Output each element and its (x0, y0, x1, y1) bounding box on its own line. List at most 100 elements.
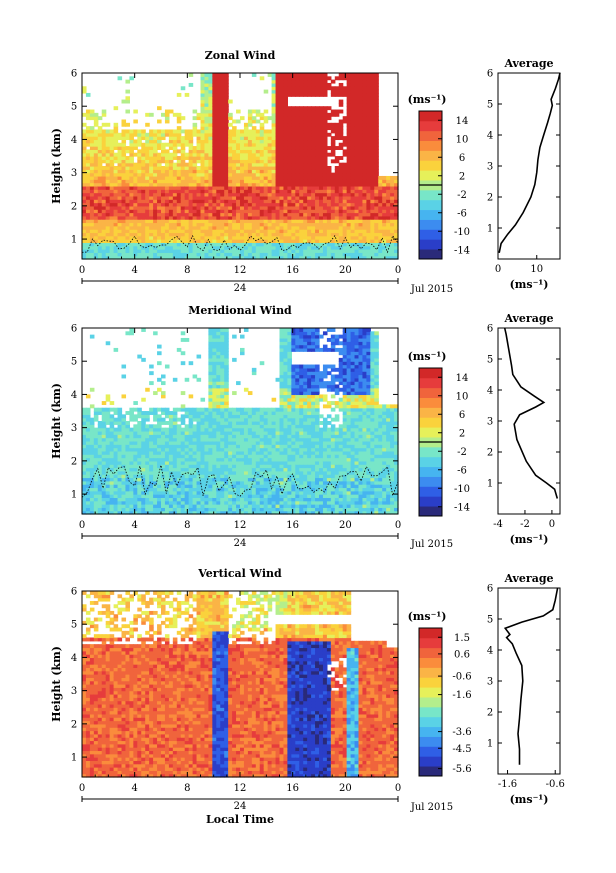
heatmap-cell (319, 79, 324, 84)
heatmap-cell (82, 149, 87, 154)
heatmap-cell (125, 232, 130, 237)
heatmap-cell (382, 249, 387, 253)
heatmap-cell (109, 156, 115, 160)
heatmap-cell (129, 249, 134, 253)
heatmap-cell (149, 487, 154, 492)
heatmap-cell (149, 159, 154, 164)
heatmap-cell (216, 255, 221, 260)
heatmap-cell (319, 92, 324, 97)
heatmap-cell (208, 159, 213, 164)
heatmap-cell (216, 76, 221, 81)
heatmap-cell (85, 175, 91, 180)
heatmap-cell (149, 235, 154, 240)
heatmap-cell (283, 159, 288, 164)
heatmap-cell (370, 219, 375, 224)
heatmap-cell (311, 79, 316, 84)
heatmap-cell (220, 122, 225, 127)
heatmap-cell (153, 142, 158, 147)
heatmap-cell (141, 189, 146, 194)
heatmap-cell (350, 235, 356, 240)
heatmap-cell (247, 119, 253, 124)
heatmap-cell (137, 205, 142, 210)
heatmap-cell (243, 249, 249, 253)
heatmap-cell (346, 189, 352, 194)
heatmap-cell (93, 474, 99, 479)
heatmap-cell (157, 414, 162, 419)
heatmap-cell (208, 179, 213, 184)
heatmap-cell (212, 404, 217, 409)
heatmap-cell (382, 239, 387, 243)
heatmap-cell (303, 142, 308, 147)
heatmap-cell (275, 212, 281, 217)
heatmap-cell (212, 195, 217, 200)
heatmap-cell (164, 364, 170, 369)
heatmap-cell (338, 142, 344, 147)
heatmap-cell (366, 199, 371, 204)
heatmap-cell (307, 182, 312, 187)
heatmap-cell (319, 179, 324, 184)
heatmap-cell (220, 156, 225, 160)
heatmap-cell (97, 407, 103, 412)
heatmap-cell (121, 440, 127, 445)
heatmap-cell (153, 249, 158, 253)
heatmap-cell (228, 149, 233, 154)
heatmap-cell (236, 166, 241, 170)
heatmap-cell (97, 510, 103, 515)
heatmap-cell (97, 470, 103, 475)
heatmap-cell (228, 195, 233, 200)
heatmap-cell (196, 189, 202, 194)
heatmap-cell (271, 112, 277, 117)
heatmap-cell (212, 129, 217, 134)
heatmap-cell (303, 136, 308, 141)
heatmap-cell (168, 152, 174, 157)
heatmap-cell (200, 102, 206, 107)
heatmap-cell (161, 129, 166, 134)
heatmap-cell (232, 166, 237, 170)
heatmap-cell (287, 169, 292, 174)
heatmap-cell (299, 122, 304, 127)
heatmap-cell (188, 169, 194, 174)
heatmap-cell (322, 212, 328, 217)
heatmap-cell (220, 351, 225, 356)
heatmap-cell (212, 89, 217, 94)
heatmap-cell (204, 242, 209, 247)
heatmap-cell (133, 500, 138, 505)
heatmap-cell (350, 245, 356, 250)
heatmap-cell (228, 242, 233, 247)
heatmap-cell (125, 219, 130, 224)
heatmap-cell (315, 73, 320, 77)
heatmap-cell (255, 149, 261, 154)
heatmap-cell (287, 109, 292, 114)
heatmap-cell (279, 166, 285, 170)
heatmap-cell (133, 142, 138, 147)
heatmap-cell (267, 166, 273, 170)
heatmap-cell (346, 192, 352, 197)
heatmap-cell (82, 212, 87, 217)
heatmap-cell (157, 235, 162, 240)
heatmap-cell (311, 166, 316, 170)
heatmap-cell (196, 152, 202, 157)
heatmap-cell (291, 209, 296, 214)
heatmap-cell (311, 239, 316, 243)
heatmap-cell (133, 212, 138, 217)
heatmap-cell (153, 185, 158, 190)
heatmap-cell (271, 252, 277, 257)
heatmap-cell (192, 374, 198, 379)
heatmap-cell (315, 195, 320, 200)
heatmap-cell (149, 172, 154, 177)
heatmap-cell (315, 136, 320, 141)
heatmap-cell (224, 232, 229, 237)
heatmap-cell (204, 179, 209, 184)
heatmap-cell (129, 447, 134, 452)
heatmap-cell (137, 192, 142, 197)
heatmap-cell (145, 179, 150, 184)
heatmap-cell (101, 437, 107, 442)
heatmap-cell (89, 169, 95, 174)
heatmap-cell (200, 457, 206, 462)
heatmap-cell (354, 175, 360, 180)
heatmap-cell (319, 192, 324, 197)
heatmap-cell (208, 86, 213, 91)
heatmap-cell (220, 404, 225, 409)
heatmap-cell (101, 507, 107, 512)
heatmap-cell (330, 219, 336, 224)
